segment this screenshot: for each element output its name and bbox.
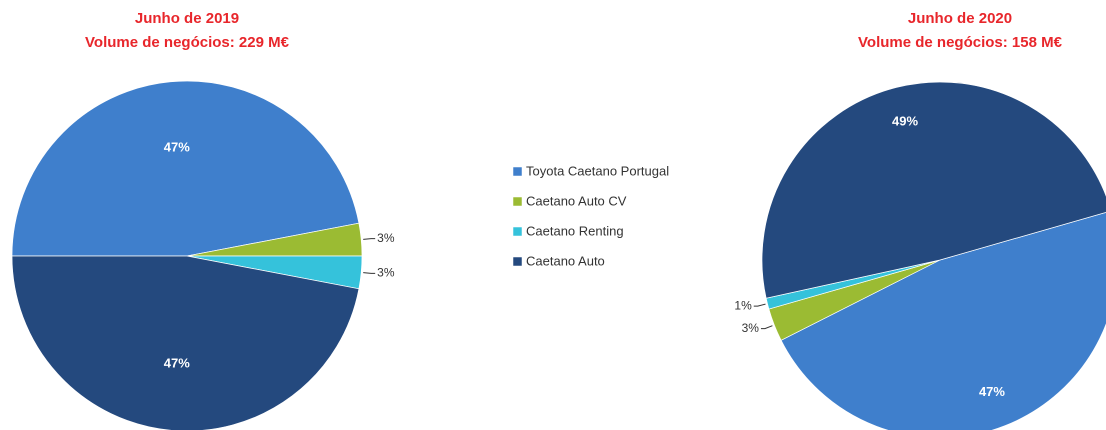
legend-swatch — [512, 166, 523, 177]
leader-line — [760, 325, 773, 330]
legend-label: Caetano Renting — [526, 223, 624, 238]
data-label: 3% — [377, 266, 395, 280]
data-label: 3% — [377, 231, 395, 245]
leader-line — [363, 272, 376, 274]
data-label: 47% — [164, 139, 190, 154]
legend-label: Toyota Caetano Portugal — [526, 163, 669, 178]
legend-label: Caetano Auto CV — [526, 193, 627, 208]
legend-swatch — [512, 256, 523, 267]
chart-title: Junho de 2019 — [135, 10, 239, 27]
data-label: 47% — [979, 384, 1005, 399]
legend-swatch — [512, 196, 523, 207]
legend-label: Caetano Auto — [526, 253, 605, 268]
legend-swatch — [512, 226, 523, 237]
chart-subtitle: Volume de negócios: 158 M€ — [858, 34, 1063, 51]
leader-line — [363, 238, 376, 240]
pie-slice — [11, 80, 360, 257]
leader-line — [753, 303, 766, 307]
chart-title: Junho de 2020 — [908, 10, 1012, 27]
data-label: 1% — [734, 298, 752, 312]
pie-slice — [11, 255, 360, 430]
data-label: 47% — [164, 355, 190, 370]
chart-subtitle: Volume de negócios: 229 M€ — [85, 34, 290, 51]
data-label: 3% — [742, 321, 760, 335]
pie-slice — [780, 212, 1106, 430]
pie-slice — [761, 81, 1106, 299]
data-label: 49% — [892, 113, 918, 128]
